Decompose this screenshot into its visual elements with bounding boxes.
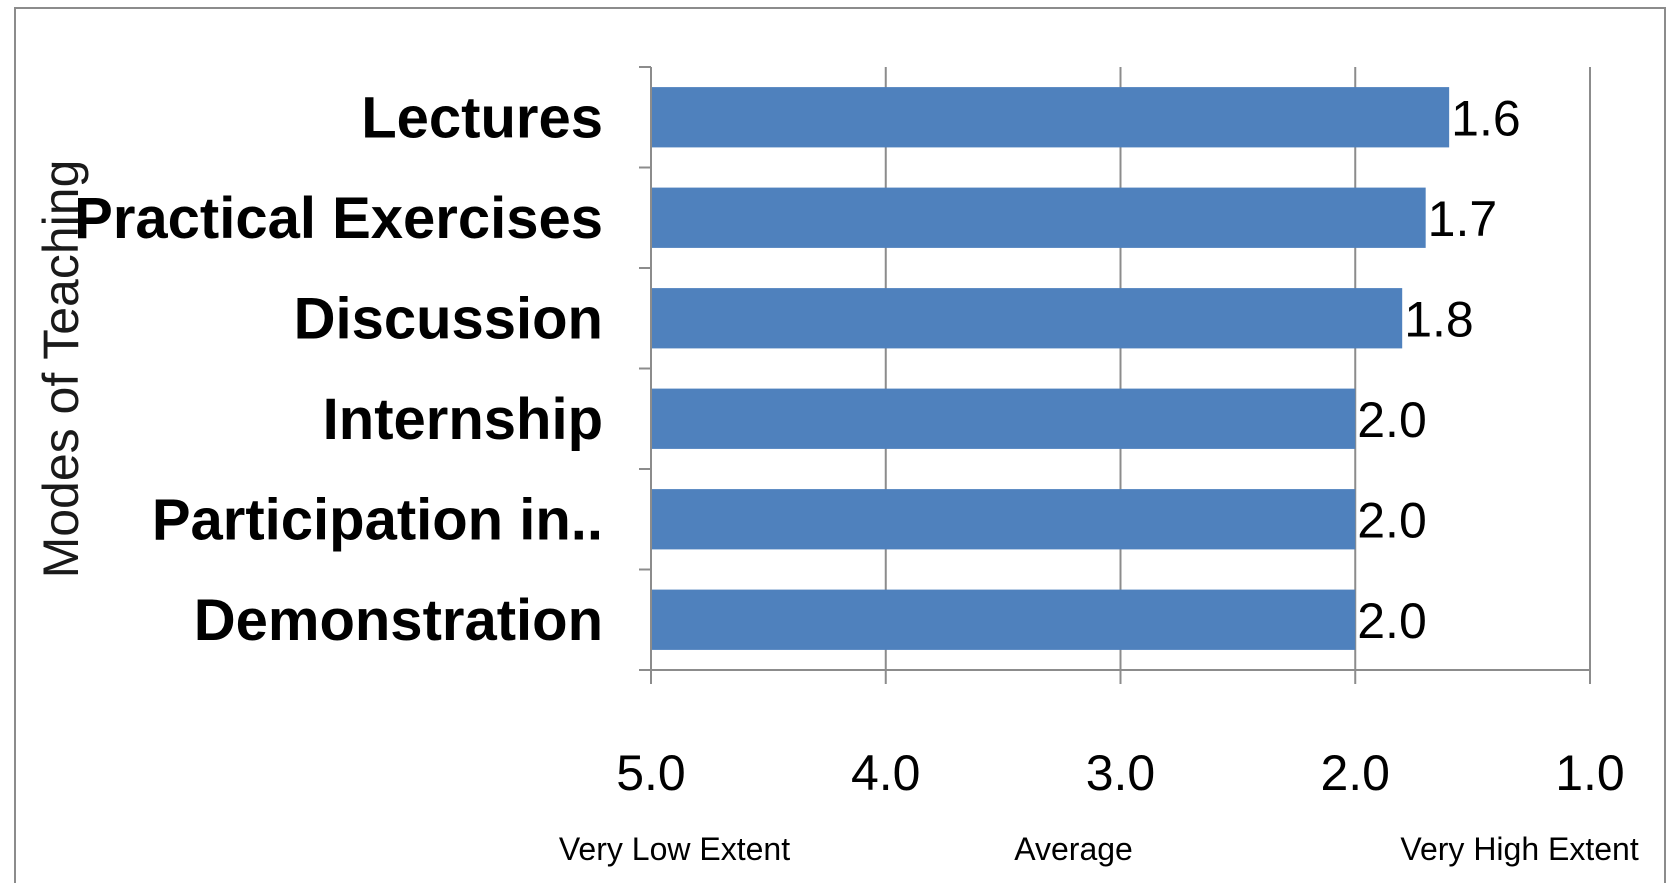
category-label: Lectures: [361, 85, 603, 150]
x-tick-label: 5.0: [616, 745, 686, 801]
bar-4: [651, 489, 1356, 550]
data-label: 2.0: [1357, 392, 1427, 448]
x-tick-label: 4.0: [851, 745, 921, 801]
labels: 5.0 4.0 3.0 2.0 1.0 1.6 Lectures 1.7 Practical E…: [33, 85, 1639, 867]
bars: [651, 87, 1450, 650]
category-label: Demonstration: [194, 588, 603, 653]
x-anchor-label: Very Low Extent: [559, 831, 790, 867]
bar-1: [651, 187, 1426, 248]
x-tick-label: 3.0: [1086, 745, 1156, 801]
category-label: Participation in..: [152, 487, 603, 552]
data-label: 1.8: [1404, 291, 1474, 347]
x-tick-label: 1.0: [1555, 745, 1625, 801]
x-anchor-label: Average: [1014, 831, 1133, 867]
bar-3: [651, 388, 1356, 449]
category-label: Practical Exercises: [74, 186, 603, 251]
category-label: Discussion: [294, 286, 603, 351]
category-label: Internship: [323, 387, 603, 452]
data-label: 1.7: [1428, 191, 1498, 247]
data-label: 2.0: [1357, 492, 1427, 548]
bar-2: [651, 288, 1403, 349]
bar-5: [651, 589, 1356, 650]
axes: [639, 66, 1590, 671]
data-label: 1.6: [1451, 90, 1521, 146]
data-label: 2.0: [1357, 593, 1427, 649]
y-axis-title: Modes of Teaching: [33, 160, 89, 579]
chart-border: [14, 7, 1666, 888]
bar-0: [651, 87, 1450, 148]
x-anchor-label: Very High Extent: [1400, 831, 1638, 867]
x-tick-label: 2.0: [1320, 745, 1390, 801]
